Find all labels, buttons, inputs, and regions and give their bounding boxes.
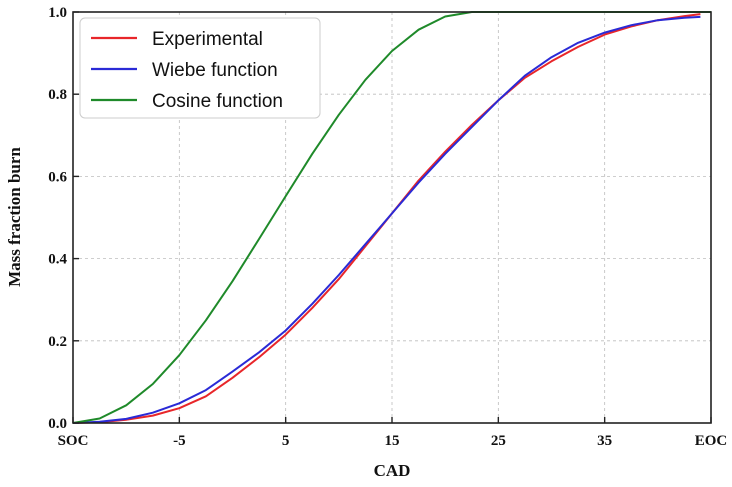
x-tick-label: 15 bbox=[385, 433, 400, 449]
y-tick-label: 0.4 bbox=[48, 252, 67, 268]
y-tick-label: 1.0 bbox=[48, 5, 67, 21]
series-line-wiebe-function bbox=[72, 15, 701, 424]
legend: Experimental Wiebe function Cosine functio… bbox=[79, 17, 321, 119]
legend-label-experimental: Experimental bbox=[152, 29, 263, 50]
legend-label-cosine-function: Cosine function bbox=[152, 91, 283, 112]
y-tick-label: 0.8 bbox=[48, 87, 67, 103]
y-tick-label: 0.0 bbox=[48, 416, 67, 432]
legend-label-wiebe-function: Wiebe function bbox=[152, 60, 278, 81]
x-tick-label: 35 bbox=[597, 433, 612, 449]
x-tick-label: 25 bbox=[491, 433, 506, 449]
y-tick-label: 0.2 bbox=[48, 334, 67, 350]
y-tick-label: 0.6 bbox=[48, 169, 67, 185]
x-axis-label: CAD bbox=[374, 461, 411, 480]
x-tick-label: 5 bbox=[282, 433, 290, 449]
x-tick-label: SOC bbox=[58, 433, 89, 449]
x-tick-label: -5 bbox=[173, 433, 186, 449]
legend-box bbox=[79, 17, 321, 119]
tick-layer: SOC -5 5 15 25 35 EOC 0.0 0.2 0.4 0.6 0.8 1.0 bbox=[48, 5, 727, 449]
x-tick-label: EOC bbox=[695, 433, 728, 449]
y-axis-label: Mass fraction burn bbox=[5, 147, 24, 287]
